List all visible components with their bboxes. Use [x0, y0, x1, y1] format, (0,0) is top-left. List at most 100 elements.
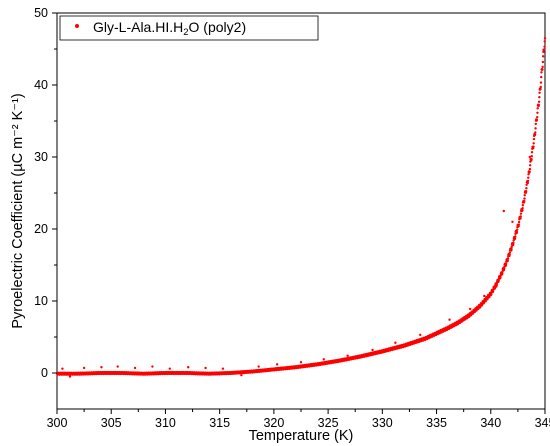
x-tick-label: 330	[372, 416, 393, 430]
data-point	[541, 55, 545, 58]
data-point	[371, 348, 374, 352]
y-tick-label: 10	[34, 294, 48, 308]
data-point	[510, 245, 513, 249]
data-point	[515, 228, 519, 232]
data-point	[299, 361, 303, 364]
data-point	[536, 115, 539, 119]
data-point	[61, 367, 64, 370]
data-point	[523, 194, 526, 197]
data-point	[468, 307, 472, 311]
data-point	[68, 375, 72, 378]
data-point	[495, 285, 498, 288]
data-point	[537, 100, 541, 103]
data-point	[541, 65, 544, 69]
x-tick-label: 315	[209, 416, 230, 430]
data-point	[532, 137, 536, 141]
legend: Gly-L-Ala.HI.H2O (poly2)	[59, 15, 319, 41]
data-point	[517, 223, 521, 226]
data-point	[539, 87, 542, 91]
data-point	[536, 111, 539, 114]
data-point	[538, 95, 541, 99]
data-point	[515, 230, 519, 234]
data-point	[535, 118, 539, 122]
data-point	[540, 71, 543, 74]
data-point	[543, 48, 546, 52]
data-point	[495, 282, 499, 286]
data-point	[514, 235, 517, 238]
data-point	[394, 341, 397, 344]
data-point	[525, 183, 528, 186]
data-point	[532, 142, 535, 145]
data-point	[543, 37, 547, 40]
data-point	[524, 189, 528, 193]
data-point	[541, 60, 545, 64]
data-point	[497, 278, 500, 282]
y-tick-label: 50	[34, 6, 48, 20]
x-tick-label: 305	[101, 416, 122, 430]
data-point	[322, 358, 325, 361]
data-point	[133, 366, 137, 370]
data-point	[512, 241, 515, 245]
data-point	[448, 318, 451, 321]
data-point	[534, 122, 538, 126]
y-tick-label: 40	[34, 78, 48, 92]
data-point	[519, 215, 522, 218]
data-point	[526, 179, 530, 183]
data-point	[168, 367, 171, 370]
data-point	[528, 167, 532, 171]
y-tick-label: 0	[41, 366, 48, 380]
axis-ticks: 300 305 310 315 320 325 330 335 340 345 0 10 20 30 40 5…	[34, 6, 550, 430]
data-point	[100, 366, 103, 369]
x-axis-label: Temperature (K)	[249, 428, 354, 444]
plot-frame	[56, 12, 546, 410]
data-point	[538, 91, 541, 95]
data-point	[506, 257, 510, 260]
data-point	[519, 212, 523, 215]
data-point	[275, 363, 279, 366]
data-point	[523, 197, 526, 200]
data-point	[541, 68, 544, 71]
data-point	[508, 253, 511, 257]
data-point	[151, 365, 154, 368]
data-point	[527, 176, 530, 179]
data-point	[543, 45, 546, 48]
x-tick-label: 310	[155, 416, 176, 430]
data-point	[540, 75, 543, 79]
data-point	[508, 251, 512, 254]
data-point	[539, 85, 542, 89]
data-point	[533, 133, 537, 136]
data-point	[527, 173, 530, 176]
data-point	[528, 164, 532, 167]
data-point	[521, 206, 524, 210]
data-point	[539, 81, 543, 84]
data-point	[543, 40, 546, 43]
x-tick-label: 320	[263, 416, 284, 430]
data-point	[483, 294, 486, 298]
data-point	[536, 107, 539, 110]
x-tick-label: 340	[480, 416, 501, 430]
data-point	[187, 366, 190, 369]
legend-box	[59, 15, 319, 41]
data-point	[240, 373, 243, 377]
data-point	[116, 365, 119, 368]
data-point	[519, 217, 522, 220]
legend-label: Gly-L-Ala.HI.H2O (poly2)	[93, 19, 246, 38]
data-point	[346, 354, 349, 357]
data-point	[526, 181, 529, 185]
data-point	[528, 155, 532, 159]
data-point	[510, 247, 513, 251]
data-point	[221, 367, 225, 370]
data-point	[523, 200, 526, 203]
data-point	[517, 220, 521, 224]
data-point	[504, 262, 508, 266]
data-points	[55, 37, 547, 378]
data-point	[530, 155, 533, 158]
data-point	[521, 204, 525, 207]
data-point	[532, 145, 535, 148]
data-point	[537, 103, 541, 107]
data-point	[513, 237, 517, 240]
x-tick-label: 325	[318, 416, 339, 430]
data-point	[521, 209, 524, 212]
data-point	[534, 131, 537, 134]
